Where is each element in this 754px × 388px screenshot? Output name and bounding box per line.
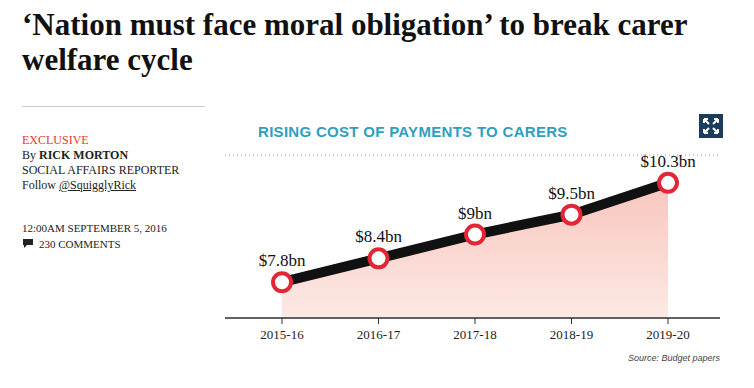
svg-text:$9.5bn: $9.5bn xyxy=(548,184,595,203)
html-text:By RICK MORTON: By RICK MORTON xyxy=(22,148,128,162)
svg-text:2016-17: 2016-17 xyxy=(357,327,401,342)
html-text:EXCLUSIVE: EXCLUSIVE xyxy=(22,133,89,147)
html-text:230 COMMENTS: 230 COMMENTS xyxy=(39,238,121,250)
svg-text:2019-20: 2019-20 xyxy=(646,327,689,342)
svg-text:$9bn: $9bn xyxy=(458,204,493,223)
html-text:Follow @SquigglyRick: Follow @SquigglyRick xyxy=(22,178,137,192)
svg-text:$7.8bn: $7.8bn xyxy=(259,251,306,270)
svg-text:2015-16: 2015-16 xyxy=(260,327,304,342)
svg-text:2017-18: 2017-18 xyxy=(453,327,496,342)
svg-text:$10.3bn: $10.3bn xyxy=(640,152,696,171)
svg-text:2018-19: 2018-19 xyxy=(550,327,593,342)
html-text:Source: Budget papers: Source: Budget papers xyxy=(627,353,720,363)
html-text:RISING COST OF PAYMENTS TO CAR: RISING COST OF PAYMENTS TO CARERS xyxy=(258,123,568,140)
svg-text:$8.4bn: $8.4bn xyxy=(355,227,402,246)
html-text:12:00AM SEPTEMBER 5, 2016: 12:00AM SEPTEMBER 5, 2016 xyxy=(22,222,167,234)
html-text:SOCIAL AFFAIRS REPORTER: SOCIAL AFFAIRS REPORTER xyxy=(22,163,180,177)
html-text:‘Nation must face moral obliga: ‘Nation must face moral obligation’ to b… xyxy=(22,7,687,77)
